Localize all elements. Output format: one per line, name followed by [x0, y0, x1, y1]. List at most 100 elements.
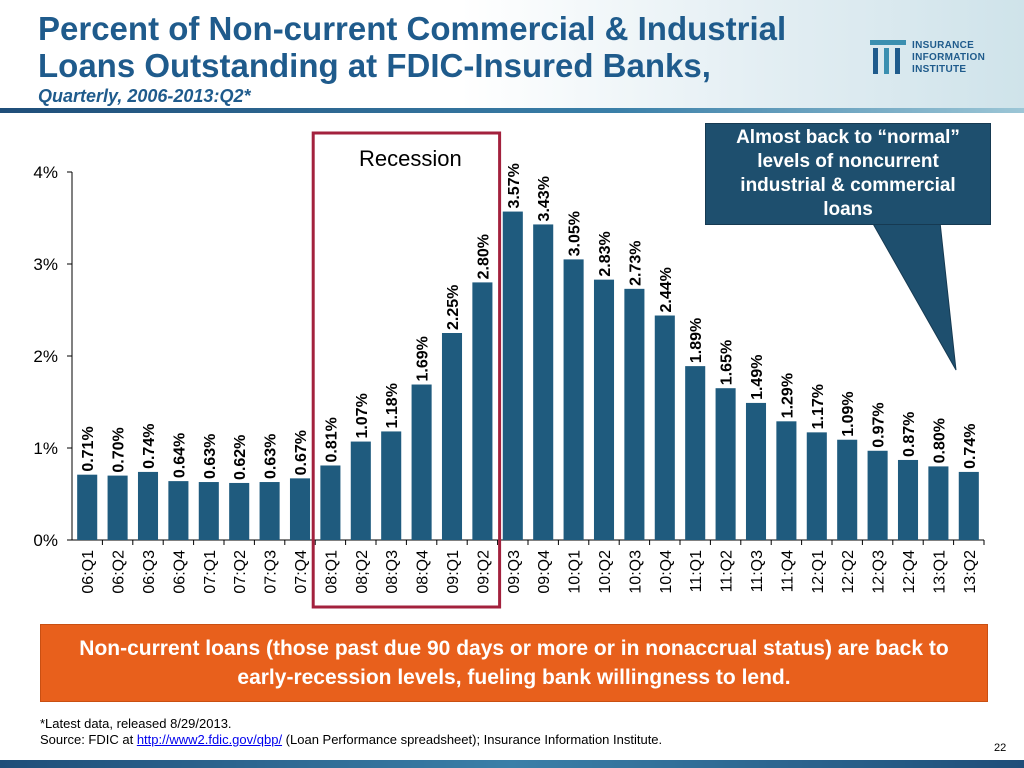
data-label: 0.80%: [931, 418, 948, 463]
x-tick-label: 13:Q2: [962, 550, 979, 594]
bar: [533, 224, 554, 540]
data-label: 0.81%: [323, 417, 340, 462]
y-tick-label: 2%: [33, 347, 58, 366]
data-label: 0.62%: [232, 435, 249, 480]
footnote-source: Source: FDIC at http://www2.fdic.gov/qbp…: [40, 732, 662, 748]
x-tick-label: 09:Q3: [506, 550, 523, 594]
bar: [77, 474, 98, 540]
data-label: 2.73%: [627, 240, 644, 285]
data-label: 3.43%: [536, 176, 553, 221]
data-label: 2.44%: [658, 267, 675, 312]
bar: [867, 450, 888, 540]
bar: [593, 279, 615, 540]
data-label: 3.57%: [506, 163, 523, 208]
x-tick-label: 08:Q3: [384, 550, 401, 594]
logo-line-2: INFORMATION: [912, 52, 986, 63]
x-tick-label: 07:Q3: [263, 550, 280, 594]
x-tick-label: 09:Q2: [475, 550, 492, 594]
x-tick-label: 12:Q3: [871, 550, 888, 594]
bar: [715, 388, 736, 540]
data-label: 1.69%: [415, 336, 432, 381]
x-tick-label: 12:Q2: [840, 550, 857, 594]
logo-line-3: INSTITUTE: [912, 64, 967, 75]
bar: [563, 259, 584, 540]
x-tick-label: 12:Q1: [810, 550, 827, 594]
bar: [441, 333, 463, 540]
data-label: 0.97%: [871, 402, 888, 447]
data-label: 0.67%: [293, 430, 310, 475]
data-label: 0.74%: [962, 424, 979, 469]
data-label: 1.65%: [719, 340, 736, 385]
x-tick-label: 10:Q4: [658, 550, 675, 594]
x-tick-label: 11:Q3: [749, 550, 766, 593]
bar: [168, 481, 189, 540]
source-suffix: (Loan Performance spreadsheet); Insuranc…: [282, 732, 663, 747]
page-number: 22: [994, 742, 1007, 754]
x-tick-label: 10:Q1: [567, 550, 584, 594]
data-label: 1.18%: [384, 383, 401, 428]
x-tick-label: 08:Q4: [415, 550, 432, 594]
bar: [381, 431, 402, 540]
recession-box: [311, 131, 502, 609]
bar: [928, 466, 949, 540]
x-tick-label: 07:Q1: [202, 550, 219, 594]
data-label: 1.17%: [810, 384, 827, 429]
y-tick-label: 1%: [33, 439, 58, 458]
logo-line-1: INSURANCE: [912, 40, 975, 51]
header-rule: [0, 108, 1024, 113]
x-tick-label: 06:Q1: [80, 550, 97, 594]
source-prefix: Source: FDIC at: [40, 732, 137, 747]
data-label: 1.09%: [840, 391, 857, 436]
data-label: 1.29%: [779, 373, 796, 418]
source-link[interactable]: http://www2.fdic.gov/qbp/: [136, 732, 283, 747]
bar: [198, 482, 219, 540]
x-tick-label: 08:Q1: [323, 550, 340, 594]
data-label: 1.89%: [688, 318, 705, 363]
callout-pointer: [871, 221, 957, 371]
recession-label: Recession: [359, 146, 462, 171]
bar: [897, 459, 919, 540]
data-label: 0.87%: [901, 412, 918, 457]
x-tick-label: 08;Q2: [354, 550, 371, 594]
y-tick-label: 3%: [33, 255, 58, 274]
summary-banner: Non-current loans (those past due 90 day…: [40, 624, 988, 702]
title-line-2: Loans Outstanding at FDIC-Insured Banks,: [38, 47, 711, 84]
bar: [289, 478, 311, 540]
data-label: 2.83%: [597, 231, 614, 276]
data-label: 0.71%: [80, 426, 97, 471]
bar: [745, 402, 767, 540]
bar: [107, 475, 128, 540]
y-tick-label: 0%: [33, 531, 58, 550]
bar: [229, 482, 250, 540]
bar: [350, 441, 371, 540]
bar: [472, 282, 493, 540]
data-label: 3.05%: [567, 211, 584, 256]
bar: [837, 439, 858, 540]
bottom-bar: [0, 760, 1024, 768]
data-label: 0.63%: [202, 434, 219, 479]
y-tick-label: 4%: [33, 163, 58, 182]
x-tick-label: 11:Q2: [719, 550, 736, 593]
iii-logo-icon: [870, 40, 906, 74]
bar: [137, 471, 159, 540]
bar-chart: 0% 1% 2% 3% 4% 06:Q1 0.71% 06:Q2 0.70% 06:Q3 0.74%…: [33, 131, 985, 609]
x-tick-label: 10:Q3: [627, 550, 644, 594]
data-label: 2.25%: [445, 285, 462, 330]
logo-text: INSURANCE INFORMATION INSTITUTE: [912, 40, 985, 76]
page-subtitle: Quarterly, 2006-2013:Q2*: [38, 86, 251, 106]
data-label: 0.74%: [141, 424, 158, 469]
bar: [685, 366, 706, 540]
data-label: 0.64%: [171, 433, 188, 478]
x-tick-label: 06:Q4: [171, 550, 188, 594]
x-tick-label: 13:Q1: [931, 550, 948, 594]
x-tick-label: 11:Q4: [779, 550, 796, 593]
bar: [320, 465, 341, 540]
data-label: 1.07%: [354, 393, 371, 438]
bar: [776, 421, 797, 540]
x-tick-label: 10:Q2: [597, 550, 614, 594]
data-label: 1.49%: [749, 355, 766, 400]
data-label: 0.63%: [263, 434, 280, 479]
x-tick-label: 09:Q4: [536, 550, 553, 594]
x-tick-label: 09:Q1: [445, 550, 462, 594]
bar: [502, 211, 523, 540]
